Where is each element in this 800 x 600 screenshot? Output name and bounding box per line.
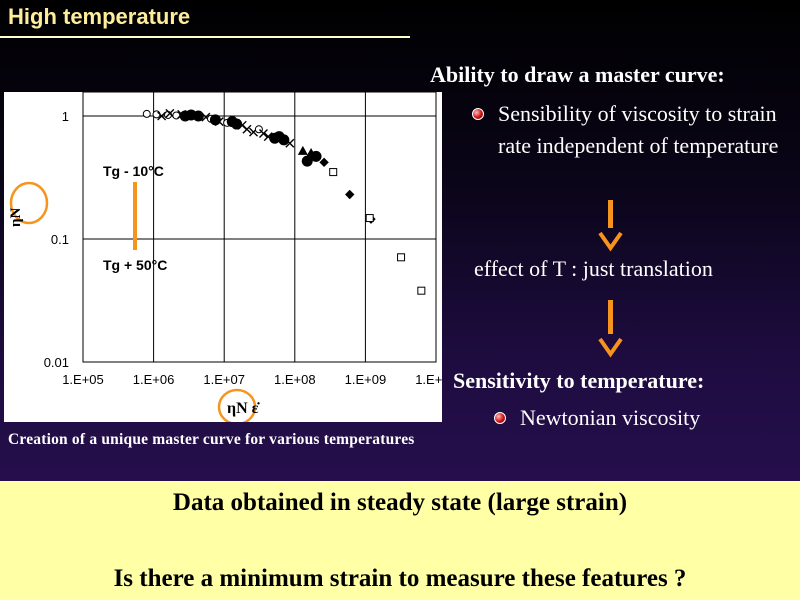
cross-stroke bbox=[285, 138, 295, 148]
down-arrow-icon-2 bbox=[598, 300, 623, 358]
data-point-cross bbox=[242, 124, 252, 134]
annotation-orange-bar bbox=[133, 182, 137, 250]
data-point-square bbox=[417, 286, 426, 295]
data-point-cross bbox=[285, 138, 295, 148]
bullet-icon-2 bbox=[494, 412, 506, 424]
data-point-diamond bbox=[345, 189, 355, 200]
data-point-dot bbox=[301, 155, 313, 167]
chart-data-points bbox=[142, 108, 426, 295]
x-label-highlight-circle bbox=[217, 388, 257, 422]
data-point-triangle bbox=[297, 145, 308, 155]
data-point-square bbox=[397, 253, 406, 262]
bullet-icon bbox=[472, 108, 484, 120]
y-tick-label: 0.1 bbox=[51, 232, 69, 247]
chart-annotations: Tg - 10°C Tg + 50°C bbox=[103, 163, 167, 273]
master-curve-chart: 1.E+05 1.E+06 1.E+07 1.E+08 1.E+09 1.E+10 1 0.1… bbox=[4, 92, 442, 422]
data-point-dot bbox=[231, 118, 243, 130]
translation-note: effect of T : just translation bbox=[474, 256, 713, 281]
y-axis-label: ηN bbox=[8, 207, 24, 227]
chart-tick-labels: 1.E+05 1.E+06 1.E+07 1.E+08 1.E+09 1.E+10 1 0.1… bbox=[44, 109, 442, 387]
heading-sensitivity: Sensitivity to temperature: bbox=[453, 368, 705, 393]
x-tick-label: 1.E+08 bbox=[274, 372, 316, 387]
y-tick-label: 1 bbox=[62, 109, 69, 124]
bottom-panel: Data obtained in steady state (large str… bbox=[0, 481, 800, 600]
data-point-dot bbox=[192, 110, 204, 122]
annotation-tg-plus-50: Tg + 50°C bbox=[103, 257, 167, 273]
data-point-cross bbox=[258, 129, 268, 139]
cross-stroke bbox=[237, 120, 247, 130]
cross-stroke bbox=[157, 111, 167, 121]
x-axis-label: ηN ε̇ bbox=[227, 400, 260, 417]
y-axis-label-group: ηN bbox=[8, 181, 49, 227]
heading-master-curve: Ability to draw a master curve: bbox=[430, 62, 725, 87]
data-point-circle bbox=[152, 110, 161, 119]
data-point-dot bbox=[310, 150, 322, 162]
data-point-diamond bbox=[319, 157, 329, 168]
bullet-newtonian: Newtonian viscosity bbox=[494, 402, 794, 434]
title-underline bbox=[0, 36, 410, 38]
x-tick-label: 1.E+07 bbox=[203, 372, 245, 387]
x-tick-label: 1.E+05 bbox=[62, 372, 104, 387]
y-label-highlight-circle bbox=[9, 181, 49, 225]
cross-stroke bbox=[258, 129, 268, 139]
bullet-sensibility: Sensibility of viscosity to strain rate … bbox=[472, 98, 792, 162]
cross-stroke bbox=[201, 112, 211, 122]
bullet-sensibility-text: Sensibility of viscosity to strain rate … bbox=[498, 101, 779, 158]
data-point-square bbox=[329, 168, 338, 177]
slide-title: High temperature bbox=[8, 4, 191, 29]
cross-stroke bbox=[214, 117, 224, 127]
y-tick-label: 0.01 bbox=[44, 355, 69, 370]
down-arrow-icon bbox=[598, 200, 623, 252]
chart-caption: Creation of a unique master curve for va… bbox=[8, 431, 415, 448]
cross-stroke bbox=[165, 108, 175, 118]
x-axis-label-group: ηN ε̇ bbox=[217, 388, 260, 422]
chart-svg: 1.E+05 1.E+06 1.E+07 1.E+08 1.E+09 1.E+10 1 0.1… bbox=[8, 92, 442, 422]
chart-grid bbox=[82, 92, 437, 363]
bottom-line-steady-state: Data obtained in steady state (large str… bbox=[172, 489, 628, 516]
x-tick-label: 1.E+10 bbox=[415, 372, 442, 387]
data-point-dot bbox=[209, 114, 221, 126]
cross-stroke bbox=[242, 124, 252, 134]
bullet-newtonian-text: Newtonian viscosity bbox=[520, 405, 701, 430]
data-point-cross bbox=[157, 111, 167, 121]
data-point-cross bbox=[214, 117, 224, 127]
cross-stroke bbox=[263, 132, 273, 142]
data-point-circle bbox=[142, 109, 151, 118]
annotation-tg-minus-10: Tg - 10°C bbox=[103, 163, 164, 179]
x-tick-label: 1.E+09 bbox=[345, 372, 387, 387]
x-tick-label: 1.E+06 bbox=[133, 372, 175, 387]
bottom-line-question: Is there a minimum strain to measure the… bbox=[113, 565, 687, 592]
data-point-square bbox=[365, 214, 374, 223]
data-point-dot bbox=[278, 134, 290, 146]
